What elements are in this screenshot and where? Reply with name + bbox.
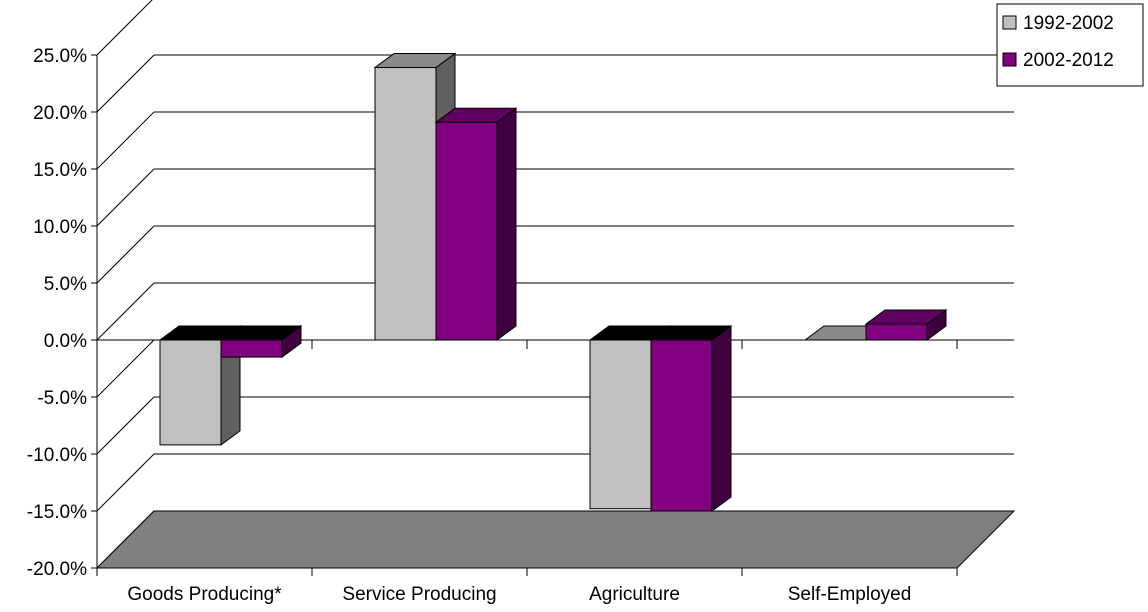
bar-front — [650, 339, 713, 512]
bar-front — [159, 339, 222, 446]
bar-front — [865, 323, 928, 341]
legend-swatch — [1002, 15, 1017, 30]
axis-labels: 25.0% 20.0% 15.0% 10.0% 5.0% 0.0% -5.0% -10.0% -… — [27, 46, 911, 605]
side-wall-gridline — [96, 54, 155, 113]
bar-s2-c1 — [219, 325, 303, 359]
x-tick-label: Goods Producing* — [127, 584, 282, 605]
bar-front — [374, 67, 437, 341]
side-wall-gridline — [96, 225, 155, 284]
side-wall-gridline — [96, 339, 155, 398]
gridlines — [96, 0, 1014, 569]
side-wall-gridline — [96, 0, 153, 56]
y-tick-label: -15.0% — [27, 502, 87, 523]
bar-side — [711, 325, 732, 512]
y-tick-label: -20.0% — [27, 559, 87, 580]
floor-plane — [95, 510, 1016, 569]
bar-s2-c3 — [649, 325, 733, 512]
bar-s2-c4 — [864, 309, 948, 341]
y-tick-label: 25.0% — [33, 46, 87, 67]
legend-label: 1992-2002 — [1023, 13, 1114, 34]
y-tick-label: 15.0% — [33, 160, 87, 181]
legend-label: 2002-2012 — [1023, 50, 1114, 71]
y-tick-label: 10.0% — [33, 217, 87, 238]
y-tick-label: -10.0% — [27, 445, 87, 466]
legend-box — [996, 3, 1144, 87]
x-tick-label: Self-Employed — [788, 584, 912, 605]
side-wall-gridline — [96, 282, 155, 341]
x-tick-label: Service Producing — [342, 584, 496, 605]
y-tick-label: 5.0% — [44, 274, 87, 295]
y-tick-label: -5.0% — [37, 388, 87, 409]
bar-s2-c2 — [434, 107, 518, 341]
bar-side — [496, 107, 517, 341]
bar-front — [220, 339, 283, 358]
bar-front — [435, 121, 498, 341]
legend: 1992-2002 2002-2012 — [996, 3, 1144, 87]
chart-floor — [95, 510, 1016, 569]
y-tick-label: 0.0% — [44, 331, 87, 352]
side-wall-gridline — [96, 111, 155, 170]
side-wall-gridline — [96, 453, 155, 512]
y-tick-label: 20.0% — [33, 103, 87, 124]
side-wall-gridline — [96, 168, 155, 227]
x-tick-label: Agriculture — [589, 584, 680, 605]
side-wall-gridline — [96, 396, 155, 455]
axes — [91, 54, 958, 576]
bars — [158, 52, 948, 512]
bar-front — [589, 339, 652, 510]
legend-swatch — [1002, 52, 1017, 67]
